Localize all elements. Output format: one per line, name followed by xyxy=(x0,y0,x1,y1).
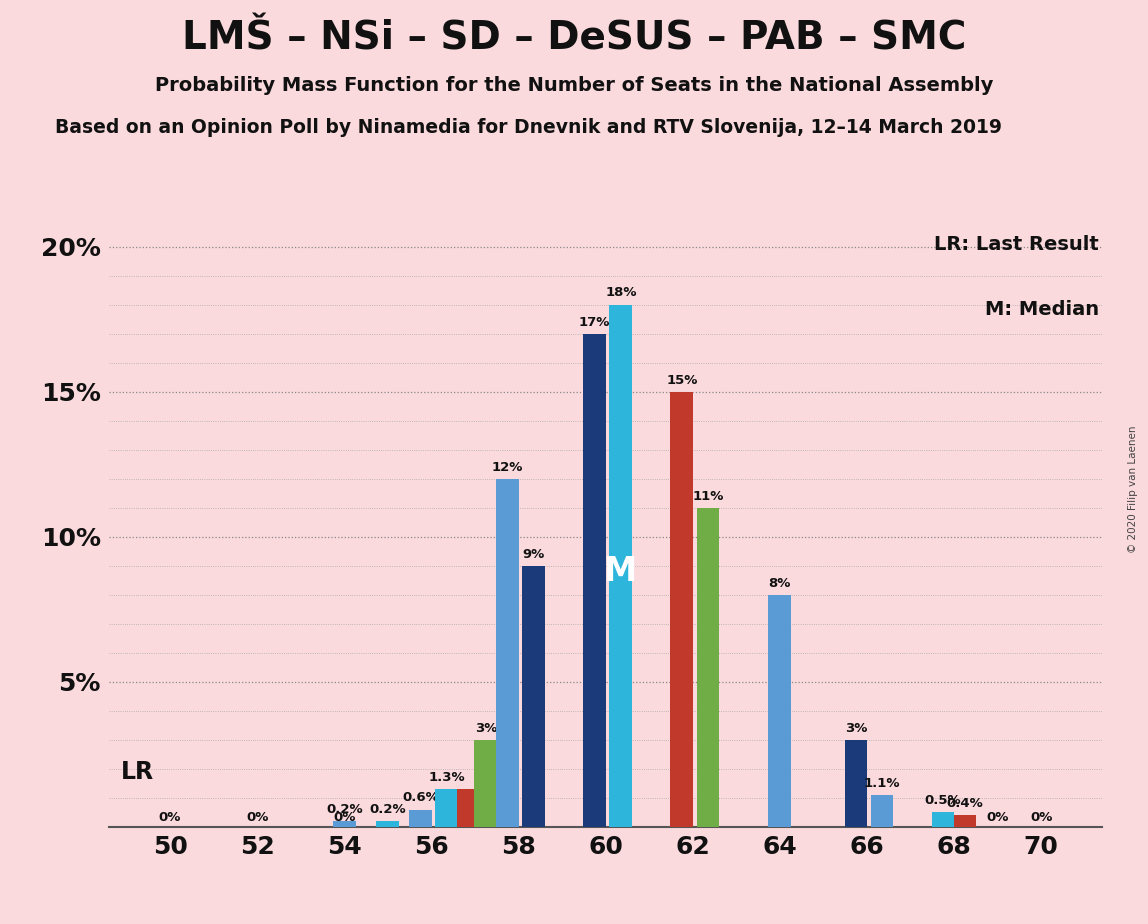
Text: 15%: 15% xyxy=(666,373,698,386)
Text: 0.2%: 0.2% xyxy=(370,803,406,816)
Bar xyxy=(871,795,893,827)
Text: M: M xyxy=(604,555,637,589)
Bar xyxy=(583,334,606,827)
Text: LR: Last Result: LR: Last Result xyxy=(934,236,1099,254)
Bar xyxy=(435,789,458,827)
Text: 3%: 3% xyxy=(474,722,497,735)
Text: 0%: 0% xyxy=(333,811,356,824)
Text: 0.5%: 0.5% xyxy=(925,795,961,808)
Bar xyxy=(954,815,976,827)
Text: 0%: 0% xyxy=(986,811,1009,824)
Bar xyxy=(474,740,497,827)
Text: 0%: 0% xyxy=(158,811,181,824)
Bar xyxy=(932,812,954,827)
Text: 8%: 8% xyxy=(769,577,791,590)
Text: Based on an Opinion Poll by Ninamedia for Dnevnik and RTV Slovenija, 12–14 March: Based on an Opinion Poll by Ninamedia fo… xyxy=(55,118,1001,137)
Text: 0.4%: 0.4% xyxy=(946,797,983,810)
Text: 3%: 3% xyxy=(845,722,867,735)
Bar xyxy=(457,789,480,827)
Bar xyxy=(845,740,868,827)
Bar xyxy=(333,821,356,827)
Text: 0%: 0% xyxy=(246,811,269,824)
Text: 0%: 0% xyxy=(1030,811,1053,824)
Text: 0.2%: 0.2% xyxy=(326,803,363,816)
Text: © 2020 Filip van Laenen: © 2020 Filip van Laenen xyxy=(1128,426,1138,553)
Text: LMŠ – NSi – SD – DeSUS – PAB – SMC: LMŠ – NSi – SD – DeSUS – PAB – SMC xyxy=(181,19,967,58)
Bar xyxy=(377,821,400,827)
Text: 9%: 9% xyxy=(522,548,545,561)
Text: 12%: 12% xyxy=(491,460,523,474)
Text: 11%: 11% xyxy=(692,490,723,503)
Bar xyxy=(768,595,791,827)
Text: 1.3%: 1.3% xyxy=(428,771,465,784)
Text: 17%: 17% xyxy=(579,315,611,329)
Bar xyxy=(610,305,633,827)
Text: LR: LR xyxy=(121,760,154,784)
Bar xyxy=(670,392,693,827)
Text: Probability Mass Function for the Number of Seats in the National Assembly: Probability Mass Function for the Number… xyxy=(155,76,993,94)
Text: 0.6%: 0.6% xyxy=(402,791,439,805)
Text: 18%: 18% xyxy=(605,286,636,299)
Text: 1.1%: 1.1% xyxy=(864,777,900,790)
Bar xyxy=(496,479,519,827)
Bar xyxy=(522,565,545,827)
Bar xyxy=(409,809,432,827)
Bar xyxy=(697,508,720,827)
Text: M: Median: M: Median xyxy=(985,299,1099,319)
